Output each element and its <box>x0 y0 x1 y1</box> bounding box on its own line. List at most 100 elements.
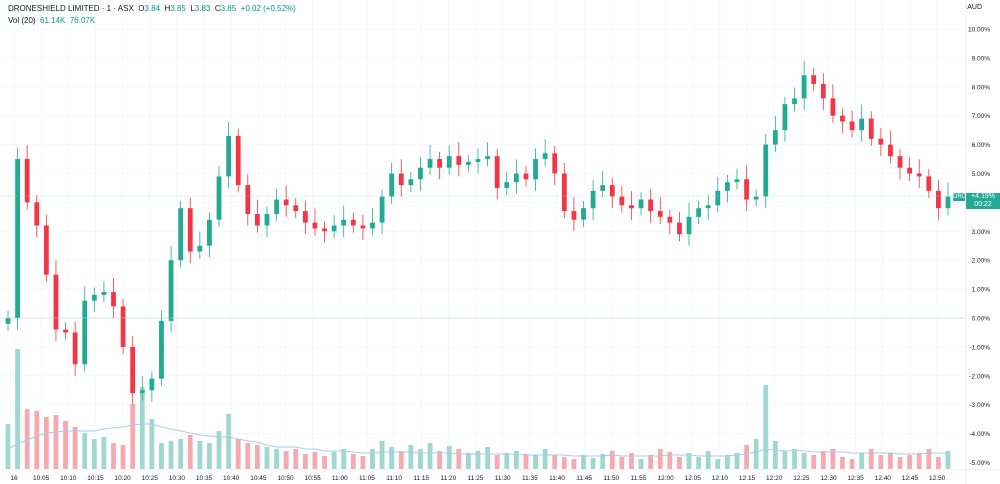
x-tick-label: 10:35 <box>196 475 213 482</box>
volume-bar <box>638 459 644 469</box>
volume-bar <box>782 451 788 469</box>
time-scale[interactable]: 16 10:05 10:10 10:15 10:20 10:25 10:30 10:35 10:… <box>10 475 945 482</box>
y-tick-label: 3.00% <box>972 229 991 236</box>
volume-label: Vol (20) <box>8 16 36 25</box>
candle-body <box>734 179 740 183</box>
candle-body <box>667 216 673 223</box>
candle-body <box>513 173 519 183</box>
y-tick-label: -3.00% <box>969 402 990 409</box>
candle-body <box>408 179 414 186</box>
volume-bar <box>15 349 20 469</box>
y-tick-label: 5.00% <box>972 171 991 178</box>
candle-body <box>15 159 20 318</box>
volume-bar <box>542 449 548 469</box>
x-tick-label: 10:10 <box>60 475 77 482</box>
close-value: 3.85 <box>220 4 237 13</box>
volume-bar <box>696 457 702 469</box>
volume-bar <box>446 446 452 469</box>
x-tick-label: 12:00 <box>657 475 674 482</box>
candle-body <box>245 185 251 214</box>
x-tick-label: 11:20 <box>441 475 457 482</box>
volume-bar <box>456 449 462 469</box>
x-tick-label: 11:55 <box>631 475 647 482</box>
volume-bar <box>226 414 232 469</box>
candle-body <box>849 121 855 131</box>
volume-bar <box>101 437 107 469</box>
volume-bar <box>888 453 893 469</box>
x-tick-label: 12:25 <box>793 475 810 482</box>
volume-bar <box>82 433 88 469</box>
candle-body <box>533 159 538 180</box>
y-tick-label: 7.00% <box>972 113 991 120</box>
volume-bar <box>715 459 721 469</box>
volume-bar <box>571 459 577 469</box>
x-tick-label: 10:45 <box>250 475 267 482</box>
candle-body <box>360 225 366 229</box>
candle-body <box>43 225 49 275</box>
candle-body <box>207 219 212 246</box>
currency-label[interactable]: AUD <box>967 4 982 11</box>
volume-bars <box>5 349 951 469</box>
candle-body <box>581 208 586 220</box>
volume-bar <box>91 439 97 469</box>
volume-bar <box>341 449 347 469</box>
volume-bar <box>619 457 625 469</box>
candle-body <box>609 185 615 197</box>
price-scale[interactable]: 10.00%9.00%8.00%7.00%6.00%5.00%4.00%3.00… <box>968 27 990 468</box>
volume-bar <box>945 451 951 469</box>
volume-bar <box>485 447 490 469</box>
y-tick-label: 6.00% <box>972 142 991 149</box>
candle-body <box>840 115 845 122</box>
candle-body <box>312 222 318 229</box>
candle-body <box>523 173 529 180</box>
volume-ma-line <box>7 423 948 457</box>
candle-body <box>868 118 874 139</box>
volume-bar <box>897 457 903 469</box>
volume-bar <box>283 451 289 469</box>
x-tick-label: 11:40 <box>549 475 565 482</box>
volume-bar <box>130 404 136 469</box>
volume-bar <box>63 421 68 469</box>
x-tick-label: 11:10 <box>386 475 402 482</box>
volume-bar <box>197 441 203 469</box>
candle-body <box>820 83 826 99</box>
volume-bar <box>513 451 519 469</box>
candle-body <box>226 135 232 177</box>
volume-bar <box>418 449 423 469</box>
x-tick-label: 12:10 <box>712 475 729 482</box>
y-tick-label: 9.00% <box>972 55 991 62</box>
candle-body <box>24 159 30 203</box>
x-tick-label: 10:25 <box>142 475 159 482</box>
volume-bar <box>24 409 30 469</box>
candle-body <box>111 291 116 307</box>
low-value: 3.83 <box>194 4 211 13</box>
volume-bar <box>466 453 471 469</box>
candle-body <box>235 135 241 186</box>
candle-body <box>283 199 289 206</box>
y-tick-label: -1.00% <box>969 344 990 351</box>
low-label: L <box>190 4 195 13</box>
volume-bar <box>859 453 865 469</box>
candle-body <box>792 98 797 105</box>
candle-body <box>926 176 932 191</box>
volume-bar <box>792 449 797 469</box>
x-tick-label: 10:15 <box>87 475 104 482</box>
volume-bar <box>53 415 59 469</box>
y-tick-label: -2.00% <box>969 373 990 380</box>
volume-bar <box>801 453 807 469</box>
volume-value: 61.14K <box>40 16 66 25</box>
candle-body <box>724 182 730 191</box>
volume-bar <box>552 455 558 469</box>
countdown: 00:22 <box>974 201 992 208</box>
volume-bar <box>427 443 433 469</box>
candle-body <box>427 159 433 168</box>
volume-bar <box>494 455 500 469</box>
candles <box>5 61 951 405</box>
y-tick-label: 1.00% <box>972 287 991 294</box>
volume-bar <box>111 443 116 469</box>
candle-body <box>916 173 922 177</box>
close-label: C <box>214 4 221 13</box>
volume-bar <box>744 445 749 469</box>
y-tick-label: 8.00% <box>972 84 991 91</box>
